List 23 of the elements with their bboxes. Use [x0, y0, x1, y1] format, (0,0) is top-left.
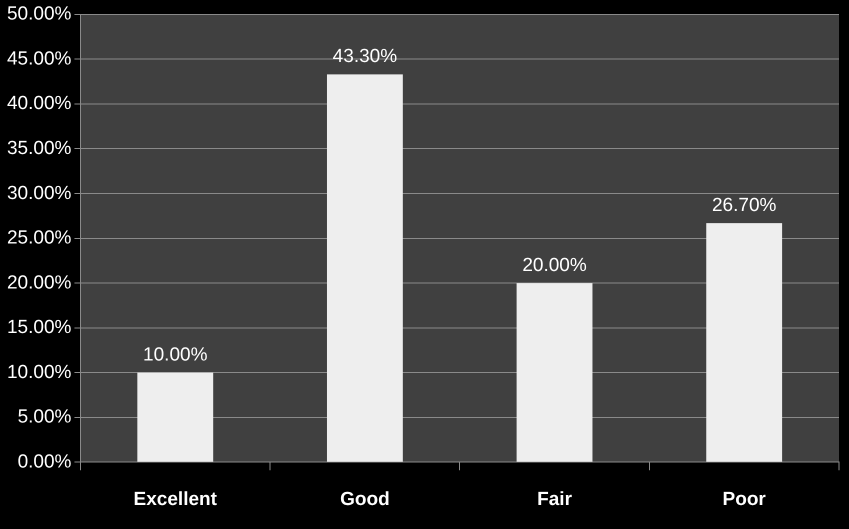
y-tick-label: 20.00%: [6, 272, 72, 294]
x-tick-label: Poor: [722, 488, 766, 510]
bar: [516, 283, 592, 462]
x-tick-label: Excellent: [134, 488, 218, 510]
data-label: 26.70%: [712, 194, 776, 216]
x-tick-label: Fair: [537, 488, 573, 510]
y-tick-label: 30.00%: [6, 182, 72, 204]
y-tick-label: 0.00%: [18, 451, 72, 472]
x-tick-label: Good: [340, 488, 390, 510]
data-label: 43.30%: [332, 46, 398, 68]
y-tick-label: 5.00%: [18, 406, 72, 428]
y-tick-label: 40.00%: [6, 93, 72, 114]
data-label: 20.00%: [522, 254, 587, 276]
bar: [706, 223, 782, 462]
bar: [326, 74, 403, 462]
y-tick-label: 25.00%: [6, 228, 72, 249]
bar: [137, 372, 214, 462]
y-tick-label: 45.00%: [6, 48, 72, 70]
y-tick-label: 35.00%: [6, 138, 72, 159]
data-label: 10.00%: [143, 344, 208, 366]
y-tick-label: 50.00%: [6, 4, 72, 25]
y-tick-label: 10.00%: [6, 362, 72, 383]
y-tick-label: 15.00%: [6, 317, 72, 338]
